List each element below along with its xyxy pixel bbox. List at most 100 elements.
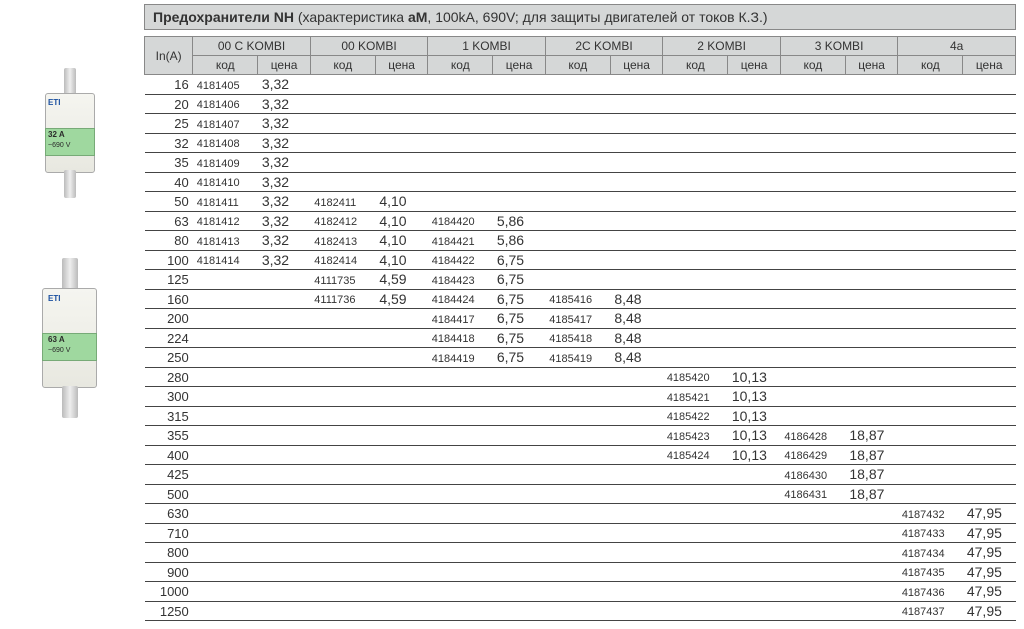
code-cell: 4184419 (428, 348, 493, 368)
code-cell (428, 94, 493, 114)
price-cell (610, 465, 662, 485)
price-cell (493, 133, 545, 153)
code-cell (428, 582, 493, 602)
code-cell (898, 289, 963, 309)
price-cell (610, 192, 662, 212)
in-value: 710 (145, 523, 193, 543)
code-cell (193, 504, 258, 524)
code-cell (310, 153, 375, 173)
code-cell (663, 231, 728, 251)
price-cell (963, 211, 1016, 231)
code-cell (898, 211, 963, 231)
price-cell (493, 406, 545, 426)
code-cell: 4181412 (193, 211, 258, 231)
code-cell (428, 153, 493, 173)
price-cell (610, 562, 662, 582)
code-cell: 4187437 (898, 601, 963, 621)
code-cell (193, 348, 258, 368)
price-cell (375, 406, 427, 426)
fuse1-rating: 32 A (48, 130, 65, 139)
price-cell (493, 601, 545, 621)
code-cell (780, 504, 845, 524)
code-cell (193, 523, 258, 543)
table-row: 8041814133,3241824134,1041844215,86 (145, 231, 1016, 251)
code-cell (898, 406, 963, 426)
code-cell (545, 426, 610, 446)
price-cell (963, 309, 1016, 329)
in-value: 100 (145, 250, 193, 270)
price-cell (963, 153, 1016, 173)
code-cell (898, 172, 963, 192)
price-cell: 18,87 (845, 484, 897, 504)
price-cell (375, 172, 427, 192)
code-cell (545, 250, 610, 270)
price-cell: 4,10 (375, 192, 427, 212)
code-cell: 4182412 (310, 211, 375, 231)
price-cell (963, 406, 1016, 426)
price-cell: 3,32 (258, 133, 310, 153)
code-cell (545, 231, 610, 251)
code-cell (898, 348, 963, 368)
code-cell (310, 367, 375, 387)
code-cell (663, 153, 728, 173)
price-cell: 3,32 (258, 94, 310, 114)
code-cell (780, 133, 845, 153)
header-price: цена (610, 56, 662, 75)
price-cell (493, 94, 545, 114)
price-cell: 8,48 (610, 348, 662, 368)
price-cell (728, 192, 780, 212)
price-cell: 6,75 (493, 309, 545, 329)
price-cell (845, 75, 897, 95)
code-cell (545, 601, 610, 621)
price-cell: 6,75 (493, 270, 545, 290)
header-price: цена (963, 56, 1016, 75)
code-cell: 4185424 (663, 445, 728, 465)
price-cell: 4,59 (375, 289, 427, 309)
price-cell (610, 153, 662, 173)
price-cell (493, 153, 545, 173)
code-cell (663, 75, 728, 95)
price-cell: 3,32 (258, 250, 310, 270)
price-cell: 5,86 (493, 211, 545, 231)
code-cell (780, 601, 845, 621)
in-value: 32 (145, 133, 193, 153)
in-value: 315 (145, 406, 193, 426)
code-cell: 4184422 (428, 250, 493, 270)
table-row: 630418743247,95 (145, 504, 1016, 524)
code-cell (663, 504, 728, 524)
code-cell (428, 601, 493, 621)
code-cell: 4187436 (898, 582, 963, 602)
price-cell: 3,32 (258, 75, 310, 95)
code-cell (545, 523, 610, 543)
code-cell: 4187433 (898, 523, 963, 543)
in-value: 40 (145, 172, 193, 192)
code-cell (545, 172, 610, 192)
price-cell (610, 270, 662, 290)
price-cell (258, 601, 310, 621)
in-value: 800 (145, 543, 193, 563)
brand-label: ETI (48, 98, 60, 107)
code-cell: 4184423 (428, 270, 493, 290)
title-prefix: Предохранители NH (153, 9, 294, 25)
price-cell (845, 270, 897, 290)
price-cell (963, 484, 1016, 504)
price-cell (375, 75, 427, 95)
code-cell (780, 75, 845, 95)
code-cell: 4181409 (193, 153, 258, 173)
table-body: 1641814053,322041814063,322541814073,323… (145, 75, 1016, 621)
code-cell (663, 484, 728, 504)
code-cell (428, 133, 493, 153)
code-cell (898, 426, 963, 446)
price-cell (493, 192, 545, 212)
code-cell (898, 75, 963, 95)
code-cell (663, 465, 728, 485)
header-group: 00 KOMBI (310, 37, 428, 56)
price-cell (963, 367, 1016, 387)
price-cell (845, 231, 897, 251)
code-cell: 4181408 (193, 133, 258, 153)
header-group: 4a (898, 37, 1016, 56)
code-cell (898, 445, 963, 465)
price-cell: 3,32 (258, 172, 310, 192)
code-cell (193, 367, 258, 387)
price-cell (375, 523, 427, 543)
